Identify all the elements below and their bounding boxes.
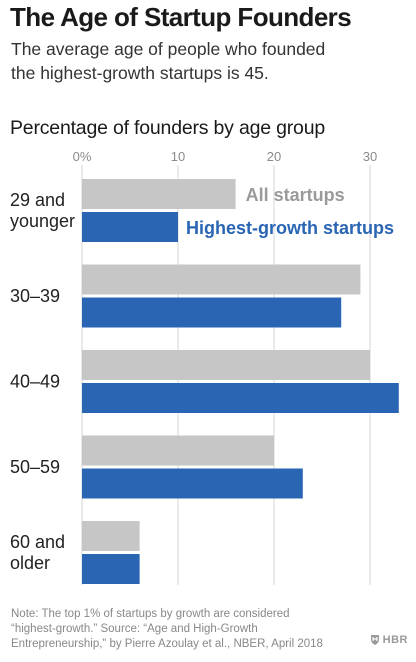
category-label: 50–59 xyxy=(10,457,60,477)
category-label-line: 30–39 xyxy=(10,286,60,306)
category-label: 40–49 xyxy=(10,372,60,392)
bar-all-startups xyxy=(82,264,361,295)
bar-all-startups xyxy=(82,350,370,380)
category-label: 60 and older xyxy=(10,532,65,573)
note-line-3: Entrepreneurship,” by Pierre Azoulay et … xyxy=(11,638,323,650)
category-label: 29 and younger xyxy=(10,190,75,231)
category-label-line: older xyxy=(10,553,50,573)
bar-all-startups xyxy=(82,521,140,551)
bar-all-startups xyxy=(82,179,236,209)
category-label-line: younger xyxy=(10,211,75,231)
category-label-line: 50–59 xyxy=(10,457,60,477)
subtitle-line-2: the highest-growth startups is 45. xyxy=(11,63,269,83)
legend-all-startups: All startups xyxy=(246,185,345,205)
bar-highest-growth xyxy=(82,383,399,413)
logo-text: HBR xyxy=(382,634,408,646)
bar-highest-growth xyxy=(82,212,178,242)
chart-subtitle: The average age of people who founded th… xyxy=(11,37,391,85)
x-tick-label: 10 xyxy=(171,149,185,164)
bar-highest-growth xyxy=(82,554,140,584)
note-line-2: “highest-growth.” Source: “Age and High-… xyxy=(11,623,258,635)
bar-highest-growth xyxy=(82,297,342,328)
bar-highest-growth xyxy=(82,468,303,499)
x-tick-label: 20 xyxy=(267,149,281,164)
legend-highest-growth: Highest-growth startups xyxy=(186,218,394,238)
source-note: Note: The top 1% of startups by growth a… xyxy=(11,607,371,652)
bar-all-startups xyxy=(82,435,274,466)
note-line-1: Note: The top 1% of startups by growth a… xyxy=(11,608,290,620)
category-label: 30–39 xyxy=(10,286,60,306)
x-tick-label: 0% xyxy=(73,149,92,164)
x-tick-label: 30 xyxy=(363,149,377,164)
category-label-line: 40–49 xyxy=(10,372,60,392)
chart-title: The Age of Startup Founders xyxy=(10,2,352,32)
hbr-logo: HBR xyxy=(370,634,408,646)
subtitle-line-1: The average age of people who founded xyxy=(11,39,326,59)
category-label-line: 60 and xyxy=(10,532,65,552)
category-label-line: 29 and xyxy=(10,190,65,210)
shield-icon xyxy=(370,635,379,645)
chart-heading: Percentage of founders by age group xyxy=(10,117,325,139)
